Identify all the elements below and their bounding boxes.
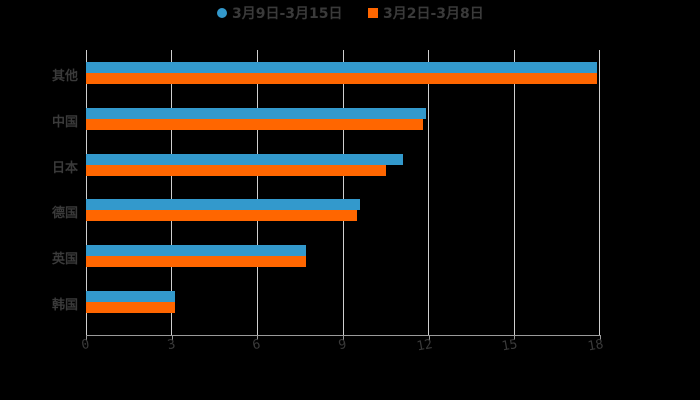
x-tick-label: 15: [500, 337, 519, 355]
bar-week1[interactable]: [86, 256, 306, 267]
gridline: [514, 50, 515, 335]
legend: 3月9日-3月15日 3月2日-3月8日: [0, 3, 700, 23]
x-tick-label: 18: [586, 337, 605, 355]
x-tick: [600, 335, 601, 340]
category-label: 韩国: [51, 298, 78, 313]
circle-icon: [217, 8, 227, 18]
gridline: [257, 50, 258, 335]
bar-week1[interactable]: [86, 210, 357, 221]
legend-item-week2[interactable]: 3月9日-3月15日: [217, 3, 343, 23]
category-label: 中国: [51, 115, 78, 130]
category-label: 其他: [51, 69, 78, 84]
x-tick-label: 9: [337, 337, 348, 354]
category-label: 德国: [51, 206, 78, 221]
bar-week1[interactable]: [86, 302, 175, 313]
category-label: 日本: [51, 161, 78, 176]
gridline: [599, 50, 600, 335]
x-tick-label: 3: [166, 337, 177, 354]
x-tick-label: 6: [251, 337, 262, 354]
x-tick-label: 0: [80, 337, 91, 354]
gridline: [171, 50, 172, 335]
legend-label: 3月9日-3月15日: [232, 6, 343, 22]
bar-week2[interactable]: [86, 199, 360, 210]
bar-week1[interactable]: [86, 73, 597, 84]
x-tick-label: 12: [415, 337, 434, 355]
bar-week2[interactable]: [86, 154, 403, 165]
legend-label: 3月2日-3月8日: [383, 6, 484, 22]
x-tick: [172, 335, 173, 340]
bar-week2[interactable]: [86, 291, 175, 302]
category-label: 英国: [51, 252, 78, 267]
x-tick: [514, 335, 515, 340]
bar-week1[interactable]: [86, 165, 386, 176]
bar-week2[interactable]: [86, 245, 306, 256]
x-tick: [429, 335, 430, 340]
gridline: [343, 50, 344, 335]
x-tick: [343, 335, 344, 340]
bar-week2[interactable]: [86, 62, 597, 73]
x-tick: [257, 335, 258, 340]
bar-week1[interactable]: [86, 119, 423, 130]
bar-week2[interactable]: [86, 108, 426, 119]
legend-item-week1[interactable]: 3月2日-3月8日: [368, 3, 484, 23]
plot-area: [86, 50, 600, 335]
square-icon: [368, 8, 378, 18]
gridline: [86, 50, 87, 335]
x-tick: [86, 335, 87, 340]
gridline: [428, 50, 429, 335]
